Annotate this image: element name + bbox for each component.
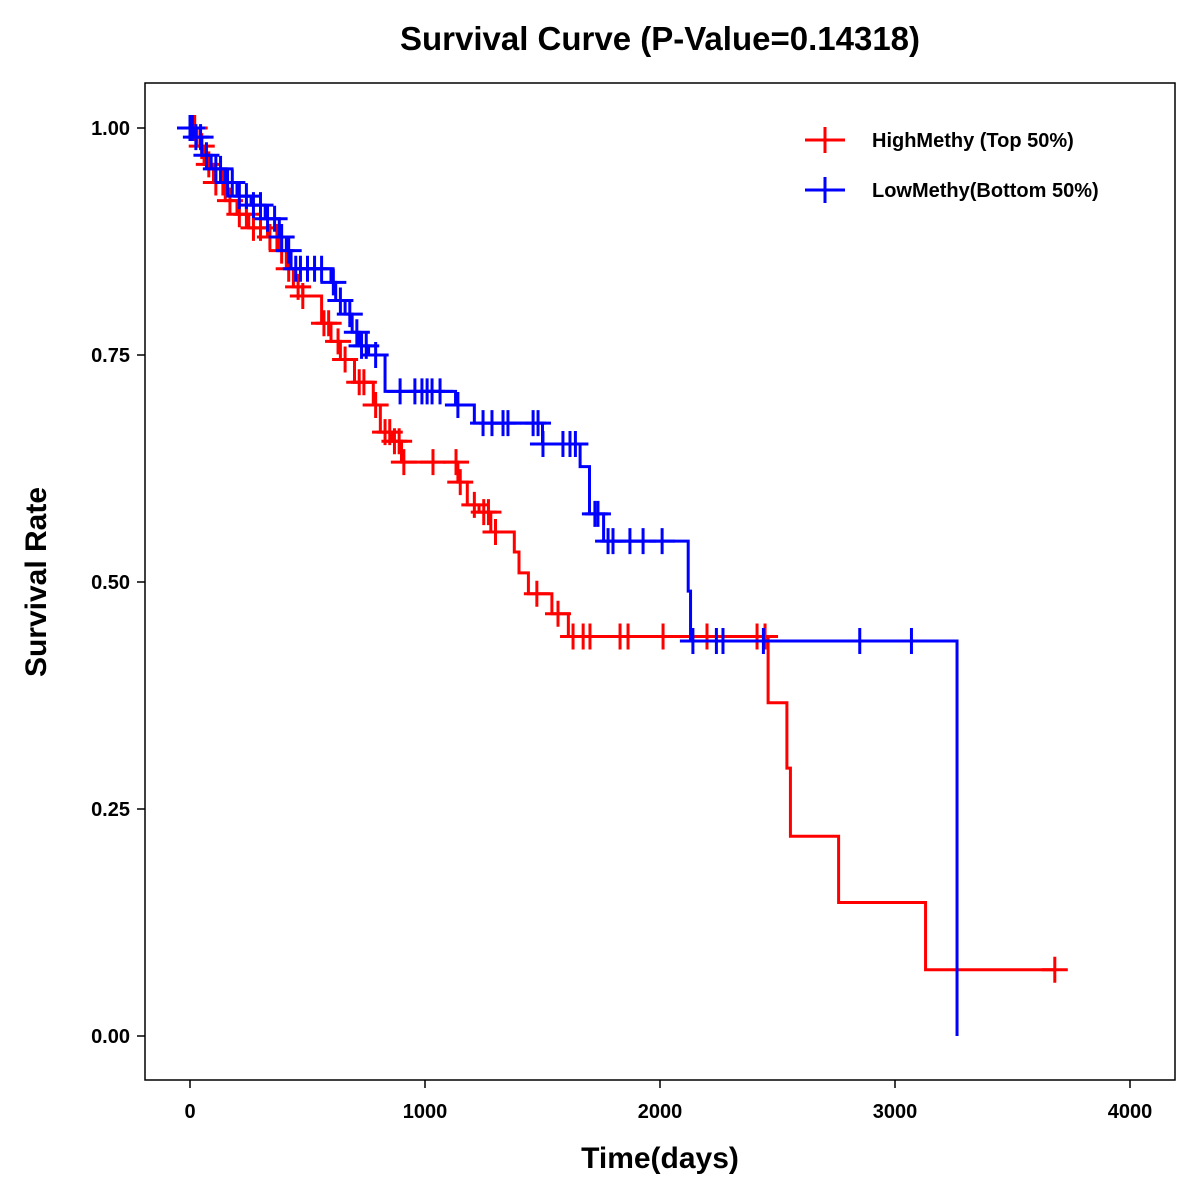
legend-marker xyxy=(805,127,845,153)
censor-mark xyxy=(362,342,389,368)
censor-mark xyxy=(219,169,246,196)
censor-mark xyxy=(523,580,550,607)
legend-marker xyxy=(805,177,845,203)
x-axis-label: Time(days) xyxy=(581,1142,739,1175)
censor-mark xyxy=(545,600,572,627)
x-tick-label: 0 xyxy=(184,1101,195,1123)
censor-mark xyxy=(320,269,347,296)
legend-label: HighMethy (Top 50%) xyxy=(872,130,1074,152)
x-tick-label: 1000 xyxy=(403,1101,448,1123)
censor-mark xyxy=(650,623,677,650)
censor-mark xyxy=(482,519,509,546)
censor-mark xyxy=(752,623,779,650)
censor-mark xyxy=(289,282,316,309)
censor-mark xyxy=(709,628,736,655)
y-axis: 0.00 0.25 0.50 0.75 1.00 xyxy=(91,118,145,1048)
censor-mark xyxy=(898,628,925,655)
y-axis-label: Survival Rate xyxy=(20,487,53,677)
series-high-methy xyxy=(181,115,1068,983)
censor-mark xyxy=(362,391,389,418)
censor-mark xyxy=(336,301,363,328)
y-tick-label: 0.75 xyxy=(91,345,130,367)
legend-label: LowMethy(Bottom 50%) xyxy=(872,180,1099,202)
censor-mark xyxy=(444,391,471,418)
censor-mark xyxy=(187,124,214,151)
censor-mark xyxy=(584,500,611,527)
censor-mark xyxy=(390,449,417,476)
censor-mark xyxy=(247,192,274,219)
chart-title: Survival Curve (P-Value=0.14318) xyxy=(400,20,920,57)
censor-mark xyxy=(475,499,502,526)
censor-mark xyxy=(494,410,521,437)
censor-mark xyxy=(207,155,234,182)
censor-mark xyxy=(315,310,342,337)
censor-mark xyxy=(327,287,354,314)
censor-mark xyxy=(846,628,873,655)
censor-mark xyxy=(562,430,589,457)
series-group xyxy=(177,115,1068,1036)
x-tick-label: 3000 xyxy=(873,1101,918,1123)
survival-step-line xyxy=(190,126,1055,972)
y-tick-label: 0.25 xyxy=(91,799,130,821)
series-low-methy xyxy=(177,115,959,1036)
censor-mark xyxy=(325,328,352,355)
censor-mark xyxy=(750,628,777,655)
censor-mark xyxy=(525,410,552,437)
y-tick-label: 1.00 xyxy=(91,118,130,140)
censor-mark xyxy=(350,369,377,396)
censor-mark xyxy=(343,319,370,346)
censor-mark xyxy=(332,346,359,373)
x-tick-label: 2000 xyxy=(638,1101,683,1123)
censor-mark xyxy=(427,378,454,405)
censor-mark xyxy=(649,528,676,555)
censor-mark xyxy=(447,469,474,496)
censor-mark xyxy=(1041,956,1068,983)
x-axis: 0 1000 2000 3000 4000 xyxy=(184,1080,1152,1123)
censor-mark xyxy=(615,623,642,650)
censor-mark xyxy=(308,255,335,282)
x-tick-label: 4000 xyxy=(1108,1101,1153,1123)
y-tick-label: 0.00 xyxy=(91,1026,130,1048)
censor-mark xyxy=(268,223,295,250)
censor-mark xyxy=(576,623,603,650)
censor-mark xyxy=(261,205,288,232)
censor-mark xyxy=(386,428,413,455)
censor-mark xyxy=(679,628,706,655)
censor-mark xyxy=(443,449,470,476)
censor-mark xyxy=(275,237,302,264)
legend: HighMethy (Top 50%) LowMethy(Bottom 50%) xyxy=(805,127,1099,203)
censor-mark xyxy=(419,449,446,476)
y-tick-label: 0.50 xyxy=(91,572,130,594)
censor-mark xyxy=(193,142,220,169)
